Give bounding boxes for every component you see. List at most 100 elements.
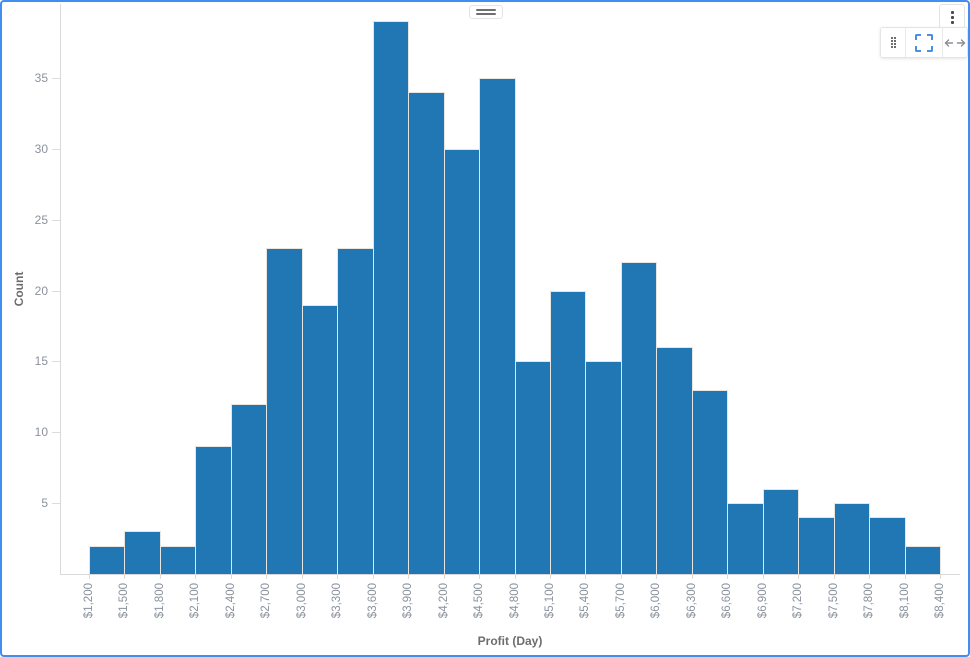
x-tick-label: $3,000 — [296, 583, 308, 619]
chart-toolbar — [880, 27, 968, 58]
x-axis-title: Profit (Day) — [477, 634, 543, 648]
x-tick-mark — [89, 574, 90, 579]
x-tick-label: $6,000 — [650, 583, 662, 619]
y-axis-line — [60, 4, 61, 574]
histogram-bar[interactable] — [515, 361, 551, 574]
histogram-bar[interactable] — [550, 291, 586, 574]
histogram-bar[interactable] — [337, 248, 374, 574]
pan-horizontal-icon — [944, 38, 966, 47]
x-tick-mark — [408, 574, 409, 579]
y-tick-mark — [52, 220, 60, 221]
x-tick-mark — [869, 574, 870, 579]
x-tick-mark — [692, 574, 693, 579]
x-tick-label: $7,800 — [863, 583, 875, 619]
pan-tool-button[interactable] — [942, 28, 967, 57]
drag-dots-icon — [890, 37, 896, 48]
x-tick-mark — [124, 574, 125, 579]
histogram-bar[interactable] — [89, 546, 125, 574]
x-tick-mark — [266, 574, 267, 579]
x-tick-mark — [940, 574, 941, 579]
histogram-bar[interactable] — [195, 446, 232, 574]
drag-handle-icon — [476, 13, 496, 15]
x-tick-label: $1,800 — [154, 583, 166, 619]
histogram-bar[interactable] — [444, 149, 480, 574]
x-tick-label: $1,500 — [118, 583, 130, 619]
drag-tool-button[interactable] — [881, 28, 907, 57]
histogram-bar[interactable] — [869, 517, 906, 574]
x-tick-mark — [550, 574, 551, 579]
x-tick-mark — [763, 574, 764, 579]
x-tick-mark — [479, 574, 480, 579]
x-tick-label: $4,800 — [509, 583, 521, 619]
y-axis-title: Count — [12, 271, 26, 307]
x-tick-label: $5,100 — [544, 583, 556, 619]
x-tick-mark — [727, 574, 728, 579]
x-tick-label: $2,700 — [260, 583, 272, 619]
x-tick-label: $5,700 — [615, 583, 627, 619]
x-tick-mark — [621, 574, 622, 579]
histogram-bar[interactable] — [231, 404, 267, 574]
histogram-bar[interactable] — [763, 489, 799, 574]
histogram-bar[interactable] — [692, 390, 728, 574]
drag-handle[interactable] — [469, 5, 503, 19]
y-tick-mark — [52, 503, 60, 504]
x-tick-label: $2,100 — [189, 583, 201, 619]
histogram-bar[interactable] — [160, 546, 196, 574]
x-tick-label: $3,600 — [367, 583, 379, 619]
x-tick-mark — [798, 574, 799, 579]
y-tick-mark — [52, 361, 60, 362]
x-tick-label: $8,100 — [899, 583, 911, 619]
histogram-bar[interactable] — [905, 546, 941, 574]
x-tick-label: $4,200 — [438, 583, 450, 619]
histogram-bar[interactable] — [834, 503, 870, 574]
histogram-bar[interactable] — [798, 517, 835, 574]
x-tick-label: $6,600 — [721, 583, 733, 619]
x-tick-label: $2,400 — [225, 583, 237, 619]
x-tick-mark — [444, 574, 445, 579]
x-tick-mark — [585, 574, 586, 579]
y-tick-mark — [52, 78, 60, 79]
box-select-tool-button[interactable] — [906, 28, 943, 57]
histogram-bar[interactable] — [621, 262, 657, 574]
x-axis-line — [60, 574, 960, 575]
histogram-bar[interactable] — [124, 531, 161, 574]
x-tick-label: $7,200 — [792, 583, 804, 619]
histogram-bar[interactable] — [373, 21, 409, 574]
x-tick-label: $6,300 — [686, 583, 698, 619]
x-tick-mark — [160, 574, 161, 579]
x-tick-mark — [656, 574, 657, 579]
y-tick-mark — [52, 432, 60, 433]
box-select-icon — [914, 33, 933, 52]
y-tick-label: 5 — [41, 496, 48, 510]
x-tick-mark — [231, 574, 232, 579]
kebab-menu-icon — [950, 10, 954, 24]
x-tick-label: $3,900 — [402, 583, 414, 619]
x-tick-mark — [195, 574, 196, 579]
histogram-bar[interactable] — [408, 92, 445, 574]
x-tick-label: $8,400 — [934, 583, 946, 619]
x-tick-mark — [373, 574, 374, 579]
y-tick-label: 25 — [34, 213, 48, 227]
histogram-bar[interactable] — [656, 347, 693, 574]
x-tick-label: $7,500 — [828, 583, 840, 619]
histogram-bar[interactable] — [479, 78, 516, 574]
x-tick-label: $4,500 — [473, 583, 485, 619]
x-tick-label: $6,900 — [757, 583, 769, 619]
y-tick-label: 15 — [34, 354, 48, 368]
y-tick-label: 35 — [34, 71, 48, 85]
histogram-bar[interactable] — [727, 503, 764, 574]
x-tick-mark — [302, 574, 303, 579]
y-tick-mark — [52, 149, 60, 150]
x-tick-label: $3,300 — [331, 583, 343, 619]
histogram-bar[interactable] — [266, 248, 303, 574]
histogram-bar[interactable] — [302, 305, 338, 574]
x-tick-mark — [905, 574, 906, 579]
y-tick-label: 10 — [34, 425, 48, 439]
x-tick-mark — [337, 574, 338, 579]
y-tick-label: 30 — [34, 142, 48, 156]
x-tick-mark — [515, 574, 516, 579]
histogram-bar[interactable] — [585, 361, 622, 574]
x-tick-label: $1,200 — [83, 583, 95, 619]
